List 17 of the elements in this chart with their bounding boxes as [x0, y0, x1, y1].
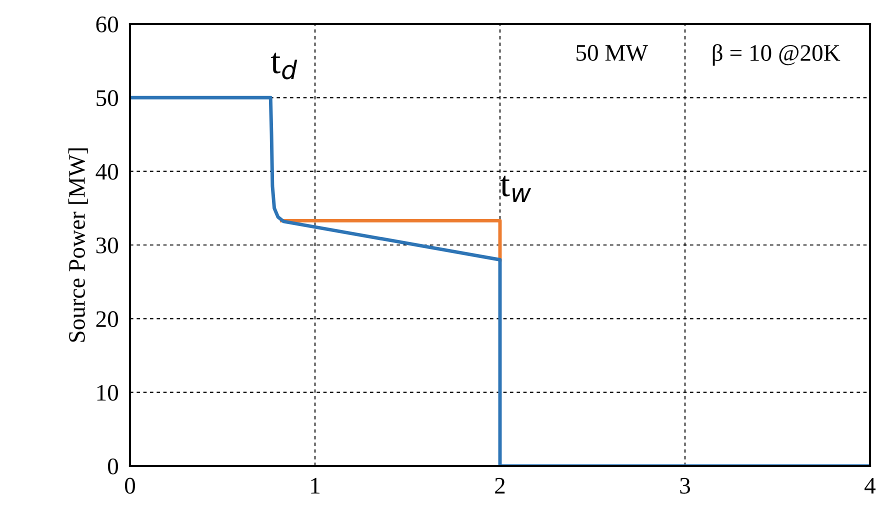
annotation: 50 MW [576, 44, 648, 61]
x-tick-label: 3 [680, 478, 690, 494]
x-tick-label: 1 [311, 478, 320, 494]
annotation: β = 10 @20K [712, 44, 840, 66]
x-tick-label: 4 [864, 478, 876, 494]
annotation: t$_{d}$ [270, 52, 298, 80]
y-tick-label: 60 [96, 16, 118, 32]
y-axis-title: Source Power [MW] [68, 148, 88, 342]
y-tick-label: 40 [96, 164, 118, 180]
y-tick-label: 20 [96, 311, 118, 328]
x-tick-label: 0 [124, 478, 136, 494]
y-tick-label: 50 [96, 90, 118, 106]
annotation: t$_{w}$ [500, 176, 532, 202]
y-tick-label: 30 [96, 237, 118, 254]
x-tick-label: 2 [495, 478, 505, 494]
y-tick-label: 10 [97, 384, 118, 401]
y-tick-label: 0 [108, 458, 118, 474]
